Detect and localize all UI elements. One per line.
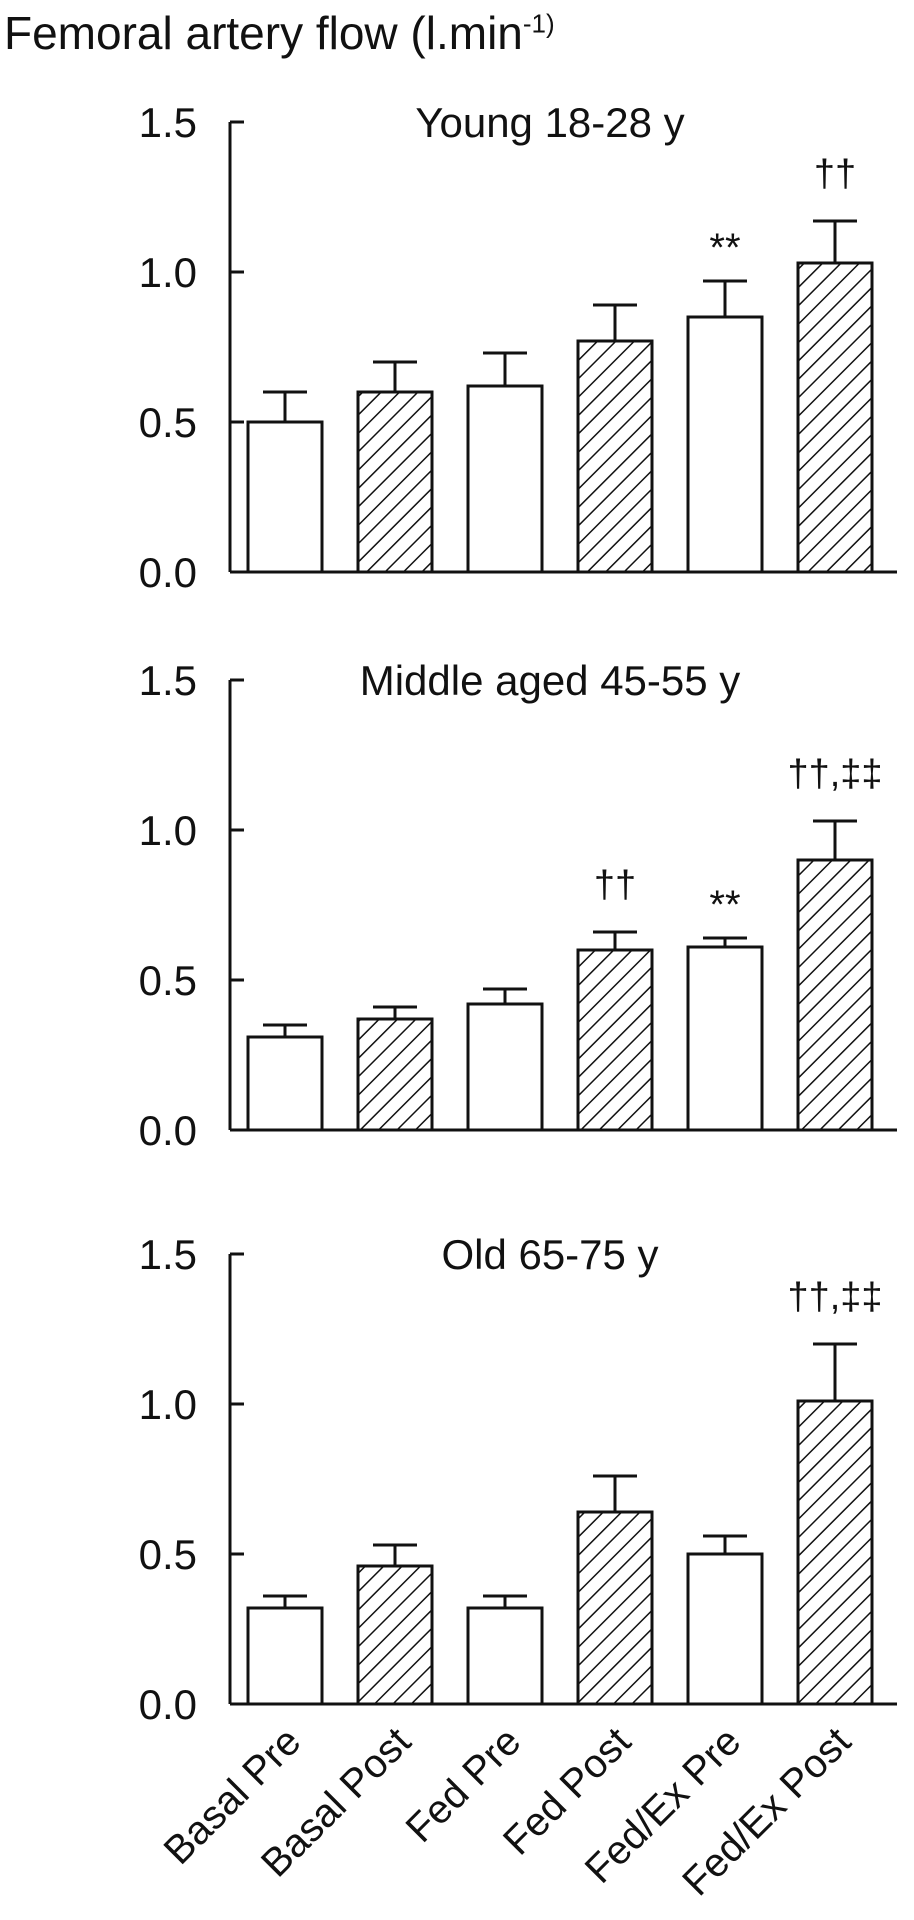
panel-2-bar-6	[796, 858, 874, 1132]
panel-2-significance-label: ††,‡‡	[787, 753, 882, 795]
panel-3-y-tick-label: 0.0	[139, 1681, 197, 1728]
panel-2-y-tick-label: 1.0	[139, 807, 197, 854]
panel-1-bar-5	[686, 315, 764, 574]
panel-1-bar-4	[576, 339, 654, 574]
panel-2-bar-3	[466, 1002, 544, 1132]
panel-2-significance-label: ††	[594, 864, 636, 906]
panel-3-bar-3	[466, 1606, 544, 1706]
panel-1-title: Young 18-28 y	[415, 99, 684, 146]
panel-1-bar-1	[246, 420, 324, 574]
panel-3-significance-label: ††,‡‡	[787, 1276, 882, 1318]
panel-3-y-tick-label: 1.0	[139, 1381, 197, 1428]
panel-1-y-tick-label: 1.0	[139, 249, 197, 296]
panel-2-bar-4	[576, 948, 654, 1132]
panel-2-y-tick-label: 0.0	[139, 1107, 197, 1154]
panel-3-bar-4	[576, 1510, 654, 1706]
panel-2-bar-1	[246, 1035, 324, 1132]
panel-3-bar-2	[356, 1564, 434, 1706]
panel-3-y-tick-label: 0.5	[139, 1531, 197, 1578]
panel-3-y-tick-label: 1.5	[139, 1231, 197, 1278]
panel-3-bar-1	[246, 1606, 324, 1706]
panel-1-significance-label: **	[709, 226, 740, 270]
panel-1-y-tick-label: 0.0	[139, 549, 197, 596]
panel-3-bar-5	[686, 1552, 764, 1706]
y-axis-title-superscript: -1)	[522, 8, 555, 39]
panel-2-bar-5	[686, 945, 764, 1132]
panel-2-y-tick-label: 0.5	[139, 957, 197, 1004]
panel-2-y-tick-label: 1.5	[139, 657, 197, 704]
panel-2-significance-label: **	[709, 883, 740, 927]
y-axis-title: Femoral artery flow (l.min-1)	[4, 6, 555, 60]
panel-1-bar-6	[796, 261, 874, 574]
panel-2-bar-2	[356, 1017, 434, 1132]
panel-1-bar-3	[466, 384, 544, 574]
panel-2-title: Middle aged 45-55 y	[360, 657, 741, 704]
panel-1-y-tick-label: 0.5	[139, 399, 197, 446]
panel-1-y-tick-label: 1.5	[139, 99, 197, 146]
panel-1-significance-label: ††	[814, 153, 856, 195]
y-axis-title-text: Femoral artery flow (l.min	[4, 7, 523, 59]
panel-3-title: Old 65-75 y	[441, 1231, 658, 1278]
panel-1-bar-2	[356, 390, 434, 574]
panel-3-bar-6	[796, 1399, 874, 1706]
